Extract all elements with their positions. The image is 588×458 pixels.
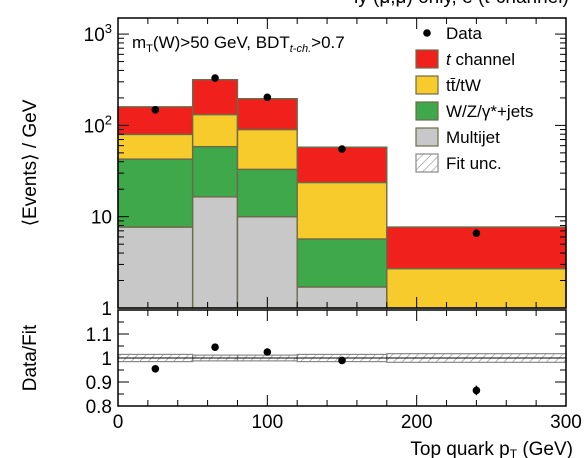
bar-w-z-jets-bin-1 [191,145,239,198]
legend-label: Data [446,24,482,43]
bar-tt-tw-bin-0 [117,133,194,160]
ratio-panel: 1.1 1 0.9 0.8 0 100 200 300 Data/Fit [20,309,582,433]
y-tick-label: 103 [84,21,112,46]
bar-tt-tw-bin-3 [296,181,388,240]
x-tick-label: 200 [401,412,433,433]
bar-t-channel-bin-2 [236,98,298,131]
x-tick-label: 0 [113,412,124,433]
bar-tt-tw-bin-1 [191,113,239,148]
ratio-y-tick-label: 1.1 [86,325,112,346]
x-tick-label: 100 [251,412,283,433]
bar-w-z-jets-bin-3 [296,238,388,288]
legend-label: Fit unc. [446,154,502,173]
data-point [472,229,481,237]
ratio-y-axis-label: Data/Fit [20,324,41,391]
main-y-axis-label: ⟨Events⟩ / GeV [20,99,41,226]
ratio-point [472,386,481,395]
bar-tt-tw-bin-2 [236,128,298,171]
data-points [151,74,481,237]
data-point [151,106,160,114]
y-tick-label: 102 [84,112,112,137]
bar-t-channel-bin-3 [296,146,388,184]
bar-w-z-jets-bin-2 [236,168,298,218]
chart-title: ly (μ,μ) only, e (t-channel) [354,0,569,8]
ratio-point [338,356,346,365]
ratio-points [151,343,481,396]
legend-swatch [415,127,439,147]
bar-t-channel-bin-0 [117,106,194,136]
data-point [338,145,346,153]
legend-data-marker [423,29,431,37]
data-point [211,74,219,82]
legend-label: tt̄/tW [446,76,481,95]
legend-swatch-hatch [415,153,439,173]
ratio-point [263,348,272,356]
ratio-y-ticks: 1.1 1 0.9 0.8 [86,321,566,418]
bar-multijet-bin-1 [191,196,239,309]
bar-w-z-jets-bin-0 [117,158,194,228]
bar-multijet-bin-2 [236,215,298,309]
ratio-point [151,365,160,373]
legend-label: Multijet [446,128,500,147]
ratio-y-tick-label: 1 [101,349,112,370]
main-plot-frame [117,17,567,309]
ratio-point [211,343,219,352]
legend-label: W/Z/γ*+jets [446,102,533,121]
legend-label: t channel [446,50,515,69]
ratio-y-tick-label: 0.9 [86,373,112,394]
x-tick-label: 300 [550,412,582,433]
legend-swatch [415,49,439,69]
legend: Data t channel tt̄/tW W/Z/γ*+jets Multijet Fi… [415,24,533,173]
bar-t-channel-bin-1 [191,78,239,116]
selection-cut-label: mT(W)>50 GeV, BDTt-ch.>0.7 [132,33,345,55]
data-point [263,93,272,102]
ratio-x-ticks: 0 100 200 300 [113,310,582,433]
legend-swatch [415,101,439,121]
bar-multijet-bin-0 [117,226,194,309]
ratio-y-tick-label: 0.8 [86,397,112,418]
main-x-ticks [117,18,567,308]
y-tick-label: 10 [91,208,112,229]
y-tick-label: 1 [101,299,112,320]
bar-multijet-bin-3 [296,286,388,309]
legend-swatch [415,75,439,95]
x-axis-label: Top quark pT (GeV) [410,439,573,458]
